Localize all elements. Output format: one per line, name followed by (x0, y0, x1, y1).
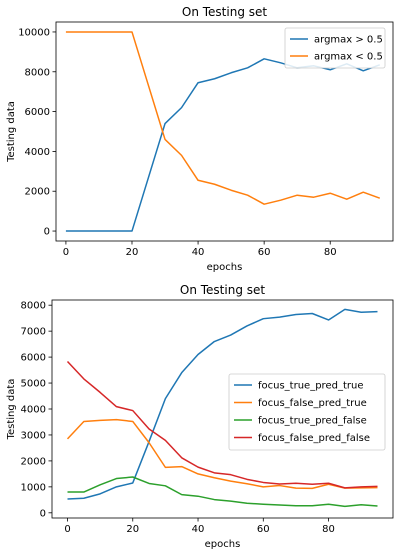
series-line-4 (66, 360, 378, 489)
y-tick-label: 8000 (25, 67, 50, 78)
chart-1: On Testing set 0 20 40 60 80 0 2000 4000 6000 8000… (6, 5, 394, 273)
chart-2: On Testing set 0 20 40 60 80 0 1000 2000 3000 4000… (6, 283, 394, 550)
y-tick-label: 0 (44, 227, 50, 238)
chart-title: On Testing set (182, 5, 268, 19)
x-tick-label: 20 (126, 524, 139, 535)
y-tick-label: 2000 (21, 456, 46, 467)
plot-frame (55, 21, 394, 242)
y-tick-label: 4000 (25, 147, 50, 158)
y-tick-label: 3000 (21, 430, 46, 441)
legend-label: focus_false_pred_true (258, 398, 367, 409)
y-axis-label: Testing data (6, 379, 17, 441)
series-line-1 (67, 308, 378, 500)
x-axis-label: epochs (205, 539, 241, 550)
y-tick-label: 0 (40, 508, 46, 519)
series-line-2 (65, 31, 381, 205)
legend: focus_true_pred_true focus_false_pred_tru… (228, 373, 386, 451)
chart-title: On Testing set (180, 283, 266, 297)
legend-label: argmax < 0.5 (314, 52, 383, 63)
legend: argmax > 0.5 argmax < 0.5 (284, 27, 386, 69)
legend-label: focus_true_pred_true (258, 381, 363, 392)
legend-label: focus_true_pred_false (258, 416, 367, 427)
x-tick-label: 0 (63, 247, 69, 258)
legend-label: argmax > 0.5 (314, 35, 383, 46)
x-tick-label: 40 (192, 524, 205, 535)
x-tick-label: 80 (324, 247, 337, 258)
legend-label: focus_false_pred_false (258, 433, 370, 444)
x-tick-label: 40 (192, 247, 205, 258)
x-tick-label: 60 (258, 247, 271, 258)
y-tick-label: 6000 (25, 107, 50, 118)
x-tick-label: 60 (257, 524, 270, 535)
y-tick-label: 1000 (21, 482, 46, 493)
x-axis-label: epochs (207, 262, 243, 273)
legend-box (228, 373, 386, 451)
series-line-3 (67, 476, 378, 508)
y-tick-label: 5000 (21, 379, 46, 390)
y-tick-label: 10000 (18, 27, 50, 38)
legend-box (284, 27, 386, 69)
x-tick-label: 0 (64, 524, 70, 535)
series-line-2 (66, 418, 378, 490)
x-tick-label: 80 (322, 524, 335, 535)
y-tick-label: 8000 (21, 301, 46, 312)
x-tick-label: 20 (126, 247, 139, 258)
y-axis-label: Testing data (6, 101, 17, 163)
y-tick-label: 4000 (21, 405, 46, 416)
y-tick-label: 7000 (21, 327, 46, 338)
y-tick-label: 6000 (21, 353, 46, 364)
y-tick-label: 2000 (25, 187, 50, 198)
series-line-1 (65, 58, 381, 232)
